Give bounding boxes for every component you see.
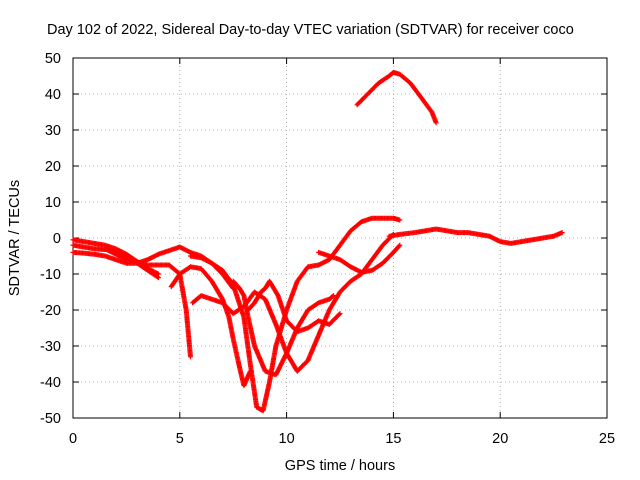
chart-title: Day 102 of 2022, Sidereal Day-to-day VTE…	[47, 22, 574, 38]
y-tick-label: -30	[40, 339, 61, 355]
data-point-marker	[559, 230, 565, 236]
series-arc-7	[190, 231, 396, 374]
x-tick-label: 10	[279, 431, 295, 447]
y-tick-label: 30	[45, 123, 61, 139]
data-point-marker	[433, 120, 439, 126]
series-arc-9	[245, 278, 343, 335]
x-tick-label: 25	[599, 431, 615, 447]
series-arc-11	[354, 69, 439, 126]
data-point-marker	[397, 217, 403, 223]
data-series	[70, 69, 565, 414]
y-axis-label: SDTVAR / TECUs	[7, 180, 23, 296]
data-point-marker	[397, 242, 403, 248]
series-arc-8	[230, 278, 337, 378]
x-tick-label: 0	[69, 431, 77, 447]
data-point-marker	[330, 293, 336, 299]
y-tick-label: 50	[45, 51, 61, 67]
axis-ticks: 0 5 10 15 20 25 -50 -40 -30 -20 -10 0 10 20 30 40 50	[40, 51, 615, 447]
data-point-marker	[337, 311, 343, 317]
y-tick-label: -50	[40, 411, 61, 427]
data-point-marker	[331, 293, 337, 299]
series-arc-6	[187, 215, 403, 414]
series-arc-12	[386, 226, 565, 246]
x-axis-label: GPS time / hours	[285, 458, 395, 474]
grid	[73, 58, 607, 418]
y-tick-label: 20	[45, 159, 61, 175]
y-tick-label: -20	[40, 303, 61, 319]
data-point-marker	[336, 312, 342, 317]
y-tick-label: -10	[40, 267, 61, 283]
x-tick-label: 5	[176, 431, 184, 447]
y-tick-label: 10	[45, 195, 61, 211]
data-point-marker	[396, 243, 402, 249]
data-point-marker	[240, 292, 246, 298]
y-tick-label: 0	[53, 231, 61, 247]
y-tick-label: 40	[45, 87, 61, 103]
x-tick-label: 15	[385, 431, 401, 447]
y-tick-label: -40	[40, 375, 61, 391]
series-arc-10	[316, 242, 403, 275]
series-arc-3	[70, 242, 161, 281]
data-point-marker	[187, 354, 193, 360]
data-point-marker	[155, 275, 161, 281]
x-tick-label: 20	[492, 431, 508, 447]
